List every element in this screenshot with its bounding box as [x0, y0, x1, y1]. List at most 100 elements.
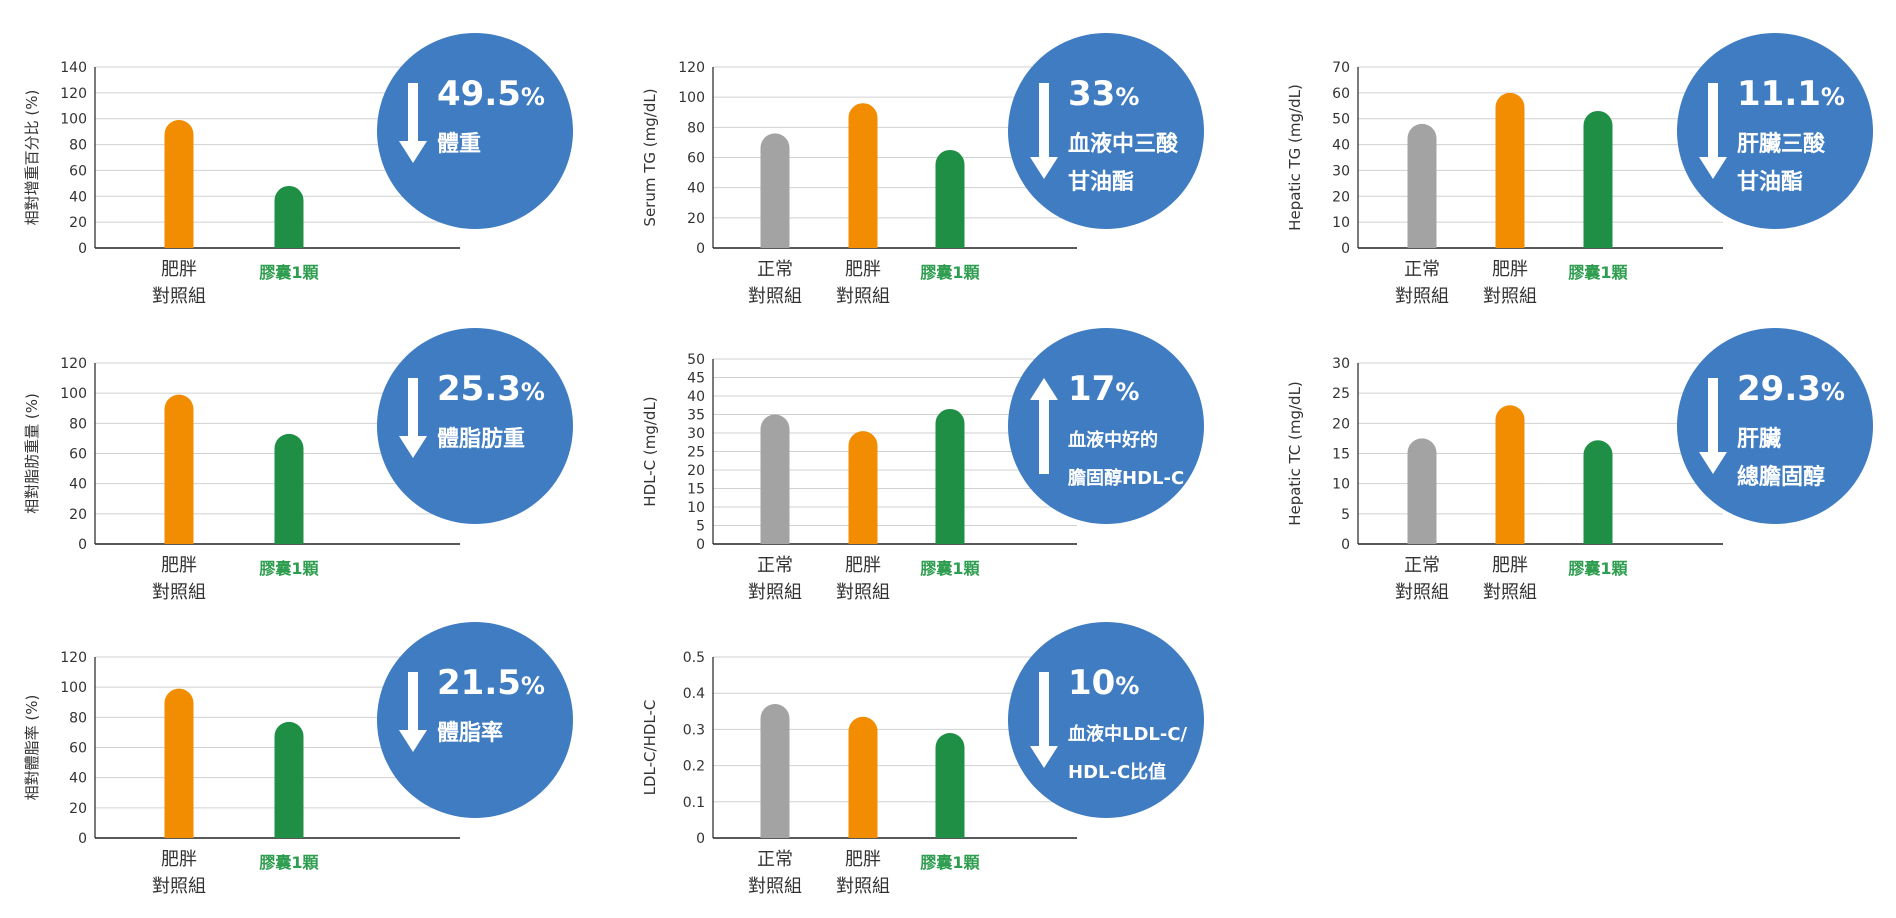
badge-circle [1008, 622, 1204, 818]
x-category-label: 膠囊1顆 [259, 559, 319, 578]
badge-description-line: 體重 [437, 131, 481, 157]
y-tick-label: 120 [60, 650, 87, 666]
badge-value-number: 17 [1068, 369, 1115, 409]
y-tick-label: 50 [687, 352, 705, 368]
bar-capsule [274, 433, 304, 544]
x-category-label-line2: 對照組 [836, 286, 890, 307]
badge-description-line: HDL-C比值 [1068, 761, 1166, 783]
y-tick-label: 60 [69, 741, 87, 757]
bar-obese [848, 103, 878, 248]
y-tick-label: 20 [1332, 189, 1350, 205]
x-category-label-line2: 對照組 [1395, 582, 1449, 603]
bar-normal [1407, 438, 1437, 544]
x-category-label: 肥胖 [1492, 555, 1528, 576]
x-category-label-line2: 對照組 [1483, 286, 1537, 307]
y-tick-label: 45 [687, 371, 705, 387]
bar-capsule [274, 721, 304, 838]
y-tick-label: 60 [1332, 86, 1350, 102]
y-tick-label: 35 [687, 408, 705, 424]
arrow-down-icon [1030, 672, 1058, 768]
x-category-label: 膠囊1顆 [920, 263, 980, 282]
x-category-label: 肥胖 [161, 849, 197, 870]
x-category-label: 正常 [757, 259, 793, 280]
y-tick-label: 10 [1332, 477, 1350, 493]
bar-capsule [1583, 110, 1613, 248]
y-tick-label: 0.1 [683, 795, 705, 811]
badge-description-line: 血液中LDL-C/ [1068, 723, 1188, 745]
y-tick-label: 20 [687, 211, 705, 227]
badge-description-line: 總膽固醇 [1737, 464, 1825, 490]
reduction-badge: 49.5% 體重 [377, 33, 573, 229]
y-tick-label: 10 [1332, 215, 1350, 231]
reduction-badge: 21.5% 體脂率 [377, 622, 573, 818]
bar-obese [164, 688, 194, 838]
badge-value-unit: % [521, 83, 545, 111]
y-tick-label: 40 [69, 477, 87, 493]
y-tick-label: 100 [678, 90, 705, 106]
y-tick-label: 30 [1332, 356, 1350, 372]
bar-obese [848, 716, 878, 838]
y-axis-label: LDL-C/HDL-C [641, 700, 659, 796]
badge-description-line: 體脂肪重 [437, 426, 525, 452]
y-axis-label: Serum TG (mg/dL) [641, 88, 659, 226]
y-tick-label: 80 [69, 416, 87, 432]
x-category-label: 肥胖 [845, 849, 881, 870]
badge-circle [1008, 328, 1204, 524]
y-tick-label: 0 [1341, 241, 1350, 257]
y-tick-label: 25 [1332, 386, 1350, 402]
x-category-label: 肥胖 [845, 259, 881, 280]
badge-description-line: 肝臟 [1737, 427, 1781, 452]
y-tick-label: 60 [69, 163, 87, 179]
bar-capsule [274, 185, 304, 248]
y-axis-label: 相對增重百分比 (%) [23, 90, 41, 226]
y-tick-label: 100 [60, 112, 87, 128]
badge-description-line: 甘油酯 [1737, 170, 1803, 195]
y-tick-label: 80 [69, 710, 87, 726]
bar-obese [848, 431, 878, 544]
x-category-label: 膠囊1顆 [259, 263, 319, 282]
x-category-label-line2: 對照組 [152, 286, 206, 307]
x-category-label: 肥胖 [161, 555, 197, 576]
badge-value-unit: % [1115, 378, 1139, 406]
y-tick-label: 0.2 [683, 759, 705, 775]
y-axis-label: Hepatic TG (mg/dL) [1286, 84, 1304, 231]
y-tick-label: 0 [1341, 537, 1350, 553]
x-category-label: 膠囊1顆 [920, 853, 980, 872]
badge-description-line: 甘油酯 [1068, 170, 1134, 195]
y-tick-label: 40 [687, 181, 705, 197]
badge-value-number: 11.1 [1737, 74, 1821, 114]
badge-description-line: 體脂率 [437, 720, 503, 746]
y-tick-label: 40 [69, 189, 87, 205]
badge-value-number: 21.5 [437, 663, 521, 703]
y-tick-label: 0 [78, 241, 87, 257]
y-tick-label: 120 [678, 60, 705, 76]
bar-capsule [935, 408, 965, 544]
x-category-label: 正常 [757, 849, 793, 870]
x-category-label: 肥胖 [845, 555, 881, 576]
y-tick-label: 15 [687, 482, 705, 498]
x-category-label: 膠囊1顆 [259, 853, 319, 872]
y-tick-label: 10 [687, 500, 705, 516]
badge-value-unit: % [1115, 672, 1139, 700]
y-axis-label: HDL-C (mg/dL) [641, 396, 659, 506]
badge-value: 10% [1068, 663, 1139, 703]
y-tick-label: 30 [1332, 163, 1350, 179]
y-tick-label: 70 [1332, 60, 1350, 76]
badge-circle [377, 33, 573, 229]
y-tick-label: 60 [687, 151, 705, 167]
y-tick-label: 100 [60, 386, 87, 402]
x-category-label-line2: 對照組 [1395, 286, 1449, 307]
x-category-label: 膠囊1顆 [920, 559, 980, 578]
bar-normal [1407, 123, 1437, 248]
arrow-down-icon [1699, 378, 1727, 474]
x-category-label: 肥胖 [161, 259, 197, 280]
reduction-badge: 10% 血液中LDL-C/HDL-C比值 [1008, 622, 1204, 818]
badge-value-unit: % [521, 672, 545, 700]
